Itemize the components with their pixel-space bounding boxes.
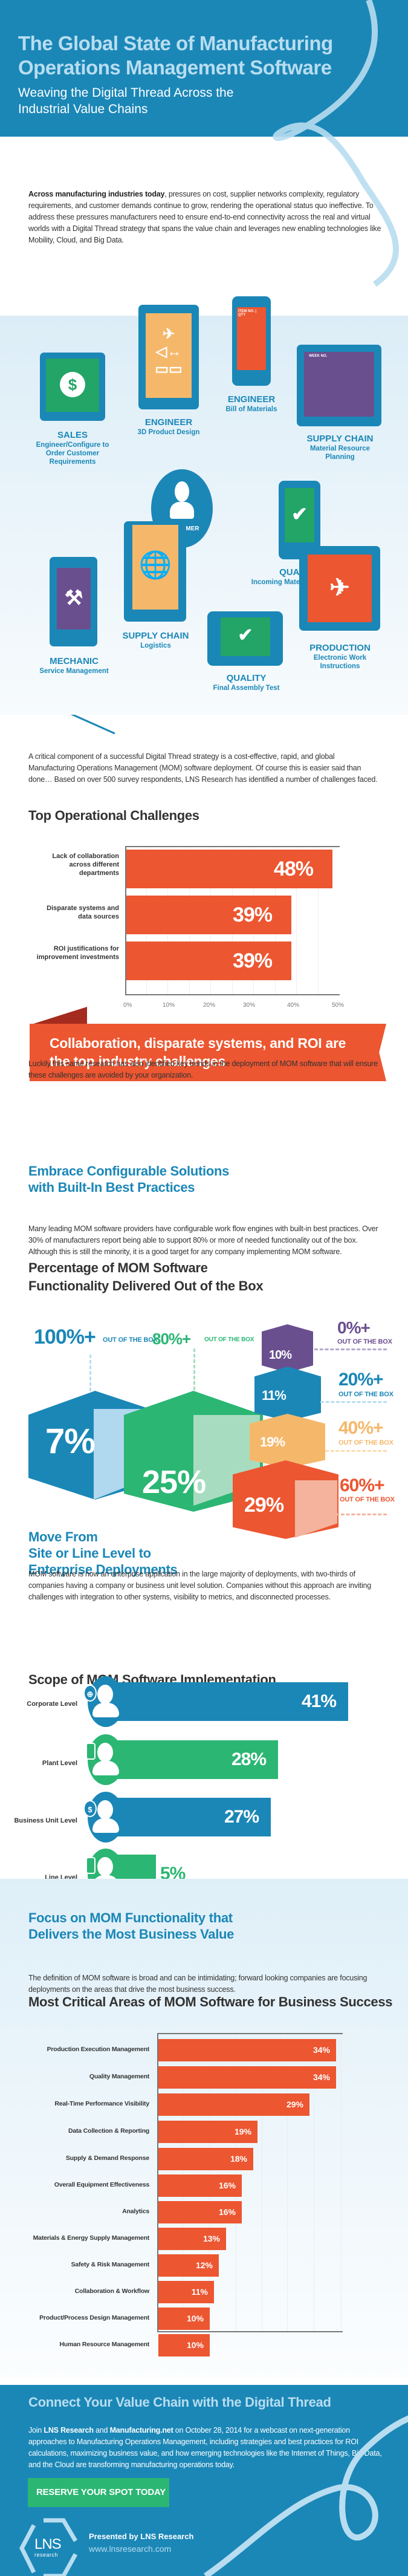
footer-title: Connect Your Value Chain with the Digita… [28, 2395, 331, 2410]
lns-research-logo: LNS research [18, 2517, 79, 2576]
section-title-configurable: Embrace Configurable Solutions with Buil… [28, 1163, 230, 1195]
intro-paragraph: Across manufacturing industries today, p… [28, 189, 382, 246]
bar-collaboration: 48% [126, 850, 332, 888]
chart-row: Data Collection & Reporting 19% [0, 2119, 408, 2144]
wrench-hammer-icon: ⚒ [64, 587, 83, 610]
page-title: The Global State of Manufacturing Operat… [18, 32, 333, 79]
production-tablet: ✈ [299, 546, 380, 631]
mechanic-phone: ⚒ [50, 557, 97, 646]
focus-paragraph: The definition of MOM software is broad … [28, 1974, 368, 1994]
ribbon-fold [30, 1007, 87, 1025]
intro-lead: Across manufacturing industries today [28, 190, 165, 198]
globe-network-icon: 🌐 [138, 550, 172, 580]
airplane-parts-icon: ✈ ◁↔ ▭▭ [155, 326, 183, 377]
node-quality-final: QUALITY Final Assembly Test [213, 673, 280, 692]
node-engineer-design: ENGINEER 3D Product Design [137, 417, 200, 436]
node-engineer-bom: ENGINEER Bill of Materials [225, 394, 277, 413]
chart-title-critical-areas: Most Critical Areas of MOM Software for … [28, 1994, 393, 2009]
chart-title-challenges: Top Operational Challenges [28, 808, 199, 823]
phone-badge-icon [86, 1743, 96, 1760]
person-icon [170, 481, 194, 524]
node-sales: SALES Engineer/Configure to Order Custom… [36, 430, 109, 466]
enterprise-paragraph: MOM software is now an enterprise applic… [28, 1570, 372, 1601]
scope-row-corporate: Corporate Level 41% ⊕ [0, 1676, 408, 1727]
supply-chain-logistics-tablet: 🌐 [124, 521, 186, 622]
challenges-chart: Lack of collaboration across different d… [0, 834, 408, 1009]
gantt-chart-icon: WEEK NO. [304, 352, 374, 417]
hexagon-logo-icon [19, 2518, 78, 2576]
chart-row: Safety & Risk Management 12% [0, 2253, 408, 2277]
intro-text: , pressures on cost, supplier networks c… [28, 190, 381, 244]
bom-table-icon: ITEM NO. | QTY [237, 307, 266, 370]
box-20-icon [254, 1367, 321, 1421]
business-person-icon [88, 1792, 124, 1843]
node-supply-chain-logistics: SUPPLY CHAIN Logistics [122, 631, 189, 649]
presented-by: Presented by LNS Research [89, 2532, 194, 2541]
header-banner: The Global State of Manufacturing Operat… [0, 0, 408, 137]
callout-ribbon [30, 1024, 386, 1081]
airplane-assembly-icon: ✈ [329, 574, 350, 601]
chart-row: Collaboration & Workflow 11% [0, 2280, 408, 2304]
dollar-badge-icon: $ [60, 372, 85, 397]
bar-label: ROI justifications for improvement inves… [36, 945, 119, 961]
chart-title-functionality: Percentage of MOM Software Functionality… [28, 1260, 264, 1293]
bar-label: Lack of collaboration across different d… [52, 853, 119, 877]
node-production: PRODUCTION Electronic Work Instructions [309, 643, 371, 670]
chart-row: Product/Process Design Management 10% [0, 2306, 408, 2330]
section-title-enterprise: Move From Site or Line Level to Enterpri… [28, 1529, 178, 1577]
bar-disparate-systems: 39% [126, 896, 291, 934]
engineer-bom-phone: ITEM NO. | QTY [232, 296, 271, 386]
chart-row: Materials & Energy Supply Management 13% [0, 2226, 408, 2251]
bar-roi: 39% [126, 942, 291, 980]
node-supply-chain-mrp: SUPPLY CHAIN Material Resource Planning [306, 434, 374, 461]
chart-row: Analytics 16% [0, 2200, 408, 2224]
supply-chain-mrp-tablet: WEEK NO. [297, 345, 381, 426]
sales-tablet: $ [40, 353, 105, 421]
section-title-focus: Focus on MOM Functionality that Delivers… [28, 1910, 235, 1942]
page-subtitle: Weaving the Digital Thread Across the In… [18, 86, 234, 116]
plant-person-icon [88, 1734, 124, 1785]
clipboard-check-icon: ✔ [238, 625, 253, 645]
chart-row: Production Execution Management 34% [0, 2038, 408, 2062]
dollar-badge-icon: $ [83, 1800, 97, 1817]
website-link[interactable]: www.lnsresearch.com [89, 2544, 172, 2554]
callout-ribbon-text: Collaboration, disparate systems, and RO… [50, 1035, 346, 1069]
chart-row: Supply & Demand Response 18% [0, 2147, 408, 2171]
corporate-person-icon [88, 1676, 124, 1727]
bar-label: Disparate systems and data sources [47, 905, 119, 920]
chart-row: Human Resource Management 10% [0, 2333, 408, 2357]
challenges-intro: A critical component of a successful Dig… [28, 752, 378, 784]
box-40-icon [250, 1414, 325, 1468]
chart-row: Overall Equipment Effectiveness 16% [0, 2173, 408, 2197]
box-0-icon [262, 1324, 313, 1373]
footer-paragraph: Join LNS Research and Manufacturing.net … [28, 2426, 382, 2469]
luckily-paragraph: Luckily this same research has also iden… [28, 1059, 378, 1079]
globe-badge-icon: ⊕ [83, 1685, 97, 1702]
chart-row: Real-Time Performance Visibility 29% [0, 2092, 408, 2116]
scope-row-plant: Plant Level 28% [0, 1734, 408, 1785]
footer-cta-section: Connect Your Value Chain with the Digita… [0, 2385, 408, 2576]
quality-incoming-phone: ✔ [279, 481, 320, 559]
chart-row: Quality Management 34% [0, 2065, 408, 2089]
engineer-design-tablet: ✈ ◁↔ ▭▭ [138, 305, 199, 409]
configurable-paragraph: Many leading MOM software providers have… [28, 1225, 378, 1256]
node-mechanic: MECHANIC Service Management [39, 656, 109, 675]
clipboard-badge-icon [86, 1857, 96, 1874]
clipboard-check-icon: ✔ [291, 503, 308, 525]
reserve-spot-button[interactable]: RESERVE YOUR SPOT TODAY [28, 2478, 169, 2507]
scope-row-business-unit: Business Unit Level 27% $ [0, 1792, 408, 1843]
quality-final-phone: ✔ [207, 611, 283, 666]
